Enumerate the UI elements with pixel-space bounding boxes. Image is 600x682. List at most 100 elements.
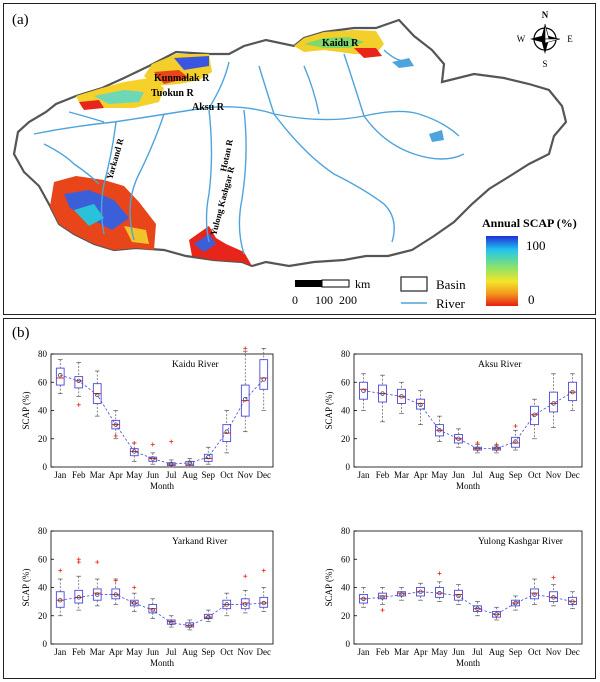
x-tick-label: Dec: [565, 647, 580, 657]
box-iqr: [240, 598, 250, 610]
outlier-marker: [95, 560, 100, 565]
x-axis-label: Month: [456, 658, 481, 668]
y-tick-label: 80: [341, 349, 351, 359]
x-tick-label: Jan: [54, 647, 66, 657]
map-svg: (a): [12, 10, 577, 311]
box-mean: [494, 612, 499, 617]
outlier-marker: [243, 574, 248, 579]
box-mean: [224, 429, 229, 434]
lake-shape-2: [429, 130, 444, 142]
boxplot-2: 0 20 40 60 80 SCAP (%) Month Yarkand River Jan Fe…: [21, 526, 274, 668]
box-aug: [492, 445, 501, 454]
box-mar: [92, 370, 102, 417]
y-tick-label: 60: [341, 554, 351, 564]
x-tick-label: Feb: [72, 647, 86, 657]
outlier-marker: [494, 442, 499, 447]
x-tick-label: Aug: [489, 647, 505, 657]
outlier-marker: [113, 433, 118, 438]
box-nov: [240, 350, 250, 433]
legend-basin-swatch: [400, 276, 428, 292]
plot-title: Aksu River: [478, 360, 522, 370]
x-tick-label: Sep: [509, 470, 523, 480]
y-axis-label: SCAP (%): [21, 569, 31, 607]
box-mean: [58, 373, 63, 378]
box-apr: [111, 578, 121, 605]
x-tick-label: Jun: [452, 647, 465, 657]
plot-frame: [353, 353, 583, 468]
y-tick-label: 60: [341, 377, 351, 387]
x-tick-label: Aug: [489, 470, 505, 480]
outlier-marker: [261, 568, 266, 573]
x-tick-label: Jun: [452, 470, 465, 480]
box-feb: [378, 374, 387, 423]
outlier-marker: [551, 575, 556, 580]
box-iqr: [568, 596, 577, 605]
box-mean: [132, 449, 137, 454]
x-tick-label: Jun: [146, 470, 159, 480]
plot-frame: [50, 530, 274, 645]
x-tick-label: Dec: [257, 647, 272, 657]
box-oct: [530, 578, 539, 605]
y-tick-label: 40: [38, 406, 48, 416]
outlier-marker: [132, 585, 137, 590]
box-mean: [169, 462, 174, 467]
y-tick-label: 40: [341, 583, 351, 593]
outlier-marker: [76, 557, 81, 562]
scale-tick-100: 100: [315, 293, 333, 307]
outlier-marker: [243, 346, 248, 351]
box-jun: [454, 584, 463, 605]
box-iqr: [185, 622, 195, 628]
box-iqr: [416, 398, 425, 410]
box-iqr: [568, 381, 577, 402]
box-iqr: [203, 453, 213, 462]
x-tick-label: Jan: [54, 470, 66, 480]
outlier-marker: [475, 440, 480, 445]
box-sep: [203, 609, 213, 622]
colorbar: [486, 236, 518, 306]
boxplot-1: 0 20 40 60 80 SCAP (%) Month Aksu River Jan Feb Ma…: [324, 349, 583, 491]
box-mean: [243, 397, 248, 402]
y-tick-label: 80: [341, 526, 351, 536]
y-tick-label: 0: [43, 462, 48, 472]
boxplot-panel: (b) 0 20 40 60 80 SCAP (%) Month Kaidu River Jan…: [3, 318, 596, 679]
box-may: [129, 592, 139, 612]
x-tick-label: Aug: [182, 647, 198, 657]
outlier-marker: [380, 608, 385, 613]
x-tick-label: Jan: [358, 647, 370, 657]
scale-tick-0: 0: [292, 293, 298, 307]
box-mean: [551, 401, 556, 406]
box-jul: [166, 615, 176, 628]
x-tick-label: Apr: [109, 647, 123, 657]
box-nov: [549, 373, 558, 428]
box-mean: [76, 378, 81, 383]
compass-s: S: [542, 59, 547, 69]
box-mean: [532, 592, 537, 597]
box-iqr: [74, 376, 84, 389]
mean-trend-line: [363, 390, 573, 450]
box-mean: [206, 615, 211, 620]
box-iqr: [549, 391, 558, 413]
box-feb: [74, 362, 84, 397]
box-iqr: [259, 596, 269, 608]
y-tick-label: 20: [341, 434, 351, 444]
box-nov: [549, 584, 558, 607]
river-network: [33, 49, 465, 255]
x-tick-label: Sep: [202, 470, 216, 480]
x-tick-label: Aug: [182, 470, 198, 480]
x-tick-label: Nov: [238, 470, 254, 480]
box-mean: [456, 436, 461, 441]
box-mean: [456, 593, 461, 599]
colorbar-max: 100: [526, 238, 546, 253]
box-jan: [55, 359, 65, 394]
box-iqr: [74, 589, 84, 604]
boxplot-svg: (b) 0 20 40 60 80 SCAP (%) Month Kaidu River Jan…: [12, 325, 583, 668]
plot-title: Yarkand River: [172, 537, 228, 547]
x-tick-label: Oct: [528, 470, 541, 480]
x-tick-label: Jun: [146, 647, 159, 657]
x-tick-label: Apr: [109, 470, 123, 480]
y-tick-label: 20: [341, 611, 351, 621]
box-mean: [150, 456, 155, 461]
mean-trend-line: [60, 374, 265, 465]
x-tick-label: Apr: [414, 647, 428, 657]
outlier-marker: [150, 442, 155, 447]
